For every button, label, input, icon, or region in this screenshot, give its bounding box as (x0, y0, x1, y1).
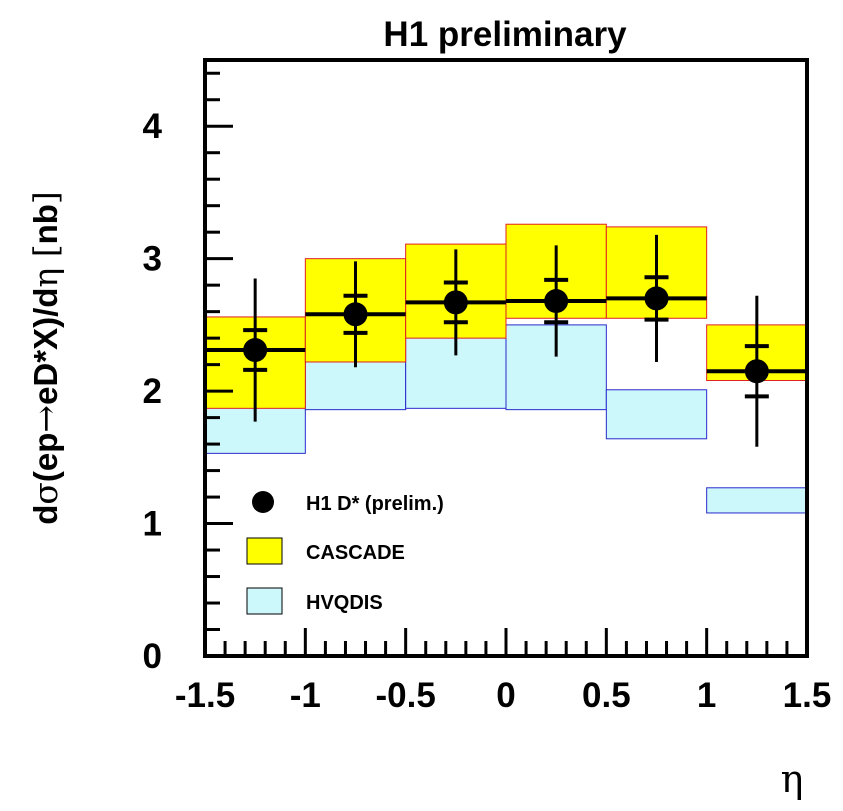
data-point (443, 290, 468, 315)
data-point (644, 286, 669, 311)
y-axis-label-part: (ep (27, 433, 64, 483)
y-axis-label-part: σ (26, 482, 65, 505)
y-axis-label-part: ] (26, 191, 65, 204)
tick-labels: -1.5 -1 -0.5 0 0.5 1 1.5 0 1 2 3 4 (143, 107, 832, 715)
x-tick-label: 0 (496, 676, 515, 715)
y-axis-label-part: eD*X)/d (27, 288, 64, 405)
chart-title: H1 preliminary (383, 15, 627, 54)
legend-swatch-hvqdis (246, 587, 283, 615)
x-tick-label: -1 (290, 676, 321, 715)
legend-marker-data (252, 491, 274, 513)
data-point (744, 359, 769, 384)
legend-label-data: H1 D* (prelim.) (306, 493, 444, 515)
x-axis-label: η (781, 757, 804, 801)
data-points (205, 234, 807, 447)
y-axis-label-part: nb (27, 204, 64, 244)
axis-ticks (205, 71, 789, 656)
x-tick-label: -0.5 (376, 676, 436, 715)
hvqdis-band (706, 487, 808, 514)
legend: H1 D* (prelim.) CASCADE HVQDIS (246, 491, 444, 615)
data-point (343, 302, 368, 327)
y-tick-label: 0 (143, 637, 162, 676)
x-tick-label: -1.5 (175, 676, 235, 715)
y-tick-label: 3 (143, 240, 162, 279)
data-point (544, 289, 569, 314)
data-point (243, 338, 268, 363)
y-axis-label-part: → (26, 405, 65, 433)
y-tick-label: 1 (143, 505, 162, 544)
y-tick-label: 4 (143, 107, 163, 146)
legend-label-cascade: CASCADE (306, 542, 405, 564)
y-tick-label: 2 (143, 372, 162, 411)
prediction-bands (204, 223, 808, 514)
legend-label-hvqdis: HVQDIS (306, 592, 383, 614)
hvqdis-band (304, 360, 407, 411)
y-axis-label: dσ(ep→eD*X)/dη [nb] (26, 191, 65, 525)
legend-swatch-cascade (246, 537, 283, 565)
y-axis-label-part: η (26, 268, 65, 288)
x-tick-label: 1.5 (783, 676, 832, 715)
x-tick-label: 0.5 (582, 676, 631, 715)
hvqdis-band (605, 389, 708, 440)
x-tick-label: 1 (697, 676, 716, 715)
y-axis-label-part: d (27, 505, 64, 525)
y-axis-label-part: [ (26, 244, 65, 267)
